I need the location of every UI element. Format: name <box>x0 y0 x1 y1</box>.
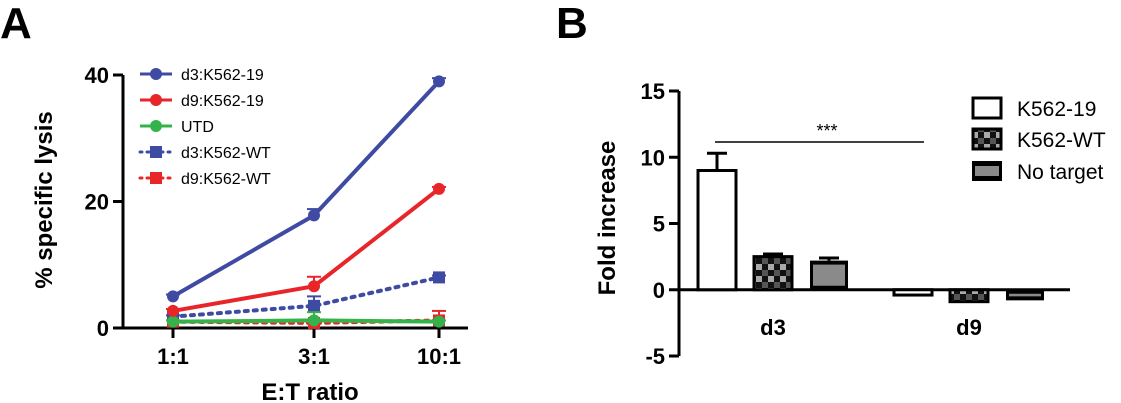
y-tick-label: 20 <box>85 190 109 215</box>
legend-label: UTD <box>181 119 214 136</box>
y-tick-label: 10 <box>641 145 665 170</box>
x-tick-label: 1:1 <box>157 344 189 369</box>
legend-marker <box>150 94 162 106</box>
data-point <box>308 209 320 222</box>
y-axis-title: % specific lysis <box>31 111 58 288</box>
data-point <box>308 299 320 312</box>
category-label: d3 <box>760 315 786 340</box>
data-point <box>167 290 179 303</box>
x-tick-label: 10:1 <box>417 344 461 369</box>
legend-label: d3:K562-WT <box>181 145 271 162</box>
panel-a-letter: A <box>0 0 32 48</box>
x-tick-label: 3:1 <box>298 344 330 369</box>
legend-label: No target <box>1017 161 1104 184</box>
legend-swatch <box>971 127 1003 151</box>
legend-swatch-fill <box>975 166 999 176</box>
y-tick-label: -5 <box>645 344 665 369</box>
series-line-utd <box>172 318 440 324</box>
category-label: d9 <box>956 315 982 340</box>
series-line-d9-k562-19 <box>172 187 441 313</box>
y-tick-label: 0 <box>97 316 109 341</box>
legend-label: K562-19 <box>1017 98 1096 121</box>
legend-label: K562-WT <box>1017 129 1106 152</box>
significance-stars: *** <box>816 121 837 141</box>
data-point <box>167 304 179 317</box>
y-axis-title: Fold increase <box>594 141 621 296</box>
data-point <box>308 314 320 327</box>
bar-k562-19 <box>892 288 934 297</box>
y-tick-label: 0 <box>653 278 665 303</box>
legend-marker <box>150 120 162 132</box>
legend-marker <box>150 68 162 80</box>
series-line-d3-k562-wt <box>171 275 441 319</box>
legend-marker <box>150 146 162 158</box>
y-tick-label: 40 <box>85 63 109 88</box>
panel-b-bar-chart: -5 0 5 10 15 Fold increase d3 d9 *** K562-19 K562-… <box>594 79 1106 369</box>
y-tick-label: 5 <box>653 212 665 237</box>
data-point <box>167 315 179 328</box>
legend-label: d9:K562-WT <box>181 171 271 188</box>
y-tick-label: 15 <box>641 79 665 104</box>
panel-b-letter: B <box>556 0 588 48</box>
bar-fill <box>1009 293 1041 297</box>
x-axis-title: E:T ratio <box>261 379 358 403</box>
bar-k562-wt <box>948 288 990 304</box>
data-point <box>433 182 445 195</box>
legend-swatch <box>971 96 1003 120</box>
series-line-d3-k562-19 <box>172 79 441 299</box>
bar-fill <box>813 264 845 286</box>
bar-k562-19 <box>696 169 738 292</box>
data-point <box>308 280 320 293</box>
legend-label: d9:K562-19 <box>181 93 264 110</box>
panel-a-line-chart: 0 20 40 1:1 3:1 10:1 E:T ratio % specific lysis… <box>31 63 468 403</box>
legend-label: d3:K562-19 <box>181 67 264 84</box>
data-point <box>433 315 445 328</box>
data-point <box>433 271 445 284</box>
legend-marker <box>150 172 162 184</box>
data-point <box>433 75 445 88</box>
bar-k562-wt <box>752 255 794 292</box>
